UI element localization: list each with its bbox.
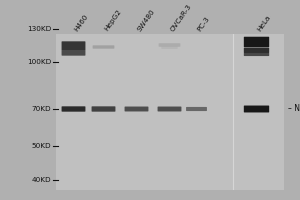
Text: HeLa: HeLa bbox=[256, 14, 272, 32]
FancyBboxPatch shape bbox=[244, 37, 269, 47]
Text: 70KD: 70KD bbox=[32, 106, 52, 112]
FancyBboxPatch shape bbox=[244, 48, 269, 53]
FancyBboxPatch shape bbox=[244, 53, 269, 56]
Text: H460: H460 bbox=[74, 13, 89, 32]
Text: OVCaR-3: OVCaR-3 bbox=[169, 3, 193, 32]
FancyBboxPatch shape bbox=[158, 107, 182, 111]
Text: 40KD: 40KD bbox=[32, 177, 52, 183]
FancyBboxPatch shape bbox=[61, 106, 85, 112]
Text: PC-3: PC-3 bbox=[196, 15, 211, 32]
FancyBboxPatch shape bbox=[186, 107, 207, 111]
Text: 130KD: 130KD bbox=[27, 26, 52, 32]
FancyBboxPatch shape bbox=[244, 106, 269, 112]
FancyBboxPatch shape bbox=[159, 43, 180, 47]
Text: 50KD: 50KD bbox=[32, 143, 52, 149]
FancyBboxPatch shape bbox=[61, 50, 85, 56]
Text: HepG2: HepG2 bbox=[103, 9, 123, 32]
FancyBboxPatch shape bbox=[124, 107, 148, 111]
FancyBboxPatch shape bbox=[93, 45, 114, 49]
Text: 100KD: 100KD bbox=[27, 59, 52, 65]
FancyBboxPatch shape bbox=[161, 46, 178, 49]
FancyBboxPatch shape bbox=[92, 106, 116, 112]
Text: SW480: SW480 bbox=[136, 8, 156, 32]
FancyBboxPatch shape bbox=[61, 41, 85, 51]
Text: – NEDD9: – NEDD9 bbox=[288, 104, 300, 113]
